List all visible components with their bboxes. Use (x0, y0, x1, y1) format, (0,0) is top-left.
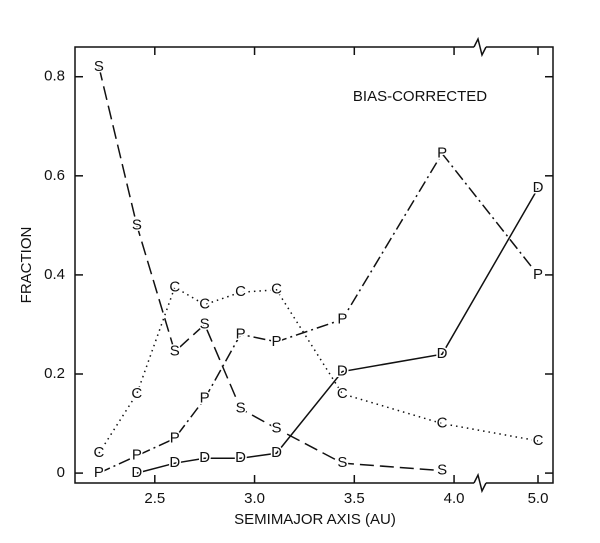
series-line (98, 286, 539, 454)
point-marker: D (169, 454, 180, 471)
point-marker: C (199, 296, 210, 313)
point-marker: D (533, 179, 544, 196)
point-marker: S (271, 419, 281, 436)
annotation: BIAS-CORRECTED (353, 88, 487, 105)
point-marker: D (131, 464, 142, 481)
x-axis-label: SEMIMAJOR AXIS (AU) (234, 511, 396, 528)
point-marker: P (533, 266, 543, 283)
point-marker: C (235, 283, 246, 300)
axis-break (473, 36, 487, 58)
point-marker: S (337, 454, 347, 471)
y-tick-label: 0.8 (44, 68, 65, 85)
point-marker: P (94, 464, 104, 481)
point-marker: D (337, 362, 348, 379)
series-line (136, 187, 539, 474)
y-tick-label: 0.2 (44, 365, 65, 382)
point-marker: S (236, 400, 246, 417)
point-marker: S (170, 343, 180, 360)
point-marker: C (271, 281, 282, 298)
x-tick-label: 2.5 (144, 490, 165, 507)
point-marker: P (337, 310, 347, 327)
series-line (98, 152, 539, 474)
x-tick-label: 5.0 (528, 490, 549, 507)
point-marker: S (200, 315, 210, 332)
y-axis-label: FRACTION (18, 227, 35, 304)
point-marker: C (533, 432, 544, 449)
point-marker: S (132, 216, 142, 233)
point-marker: D (271, 444, 282, 461)
point-marker: P (170, 429, 180, 446)
point-marker: S (437, 462, 447, 479)
x-tick-label: 3.5 (344, 490, 365, 507)
y-tick-label: 0.4 (44, 266, 65, 283)
point-marker: C (437, 415, 448, 432)
point-marker: C (131, 385, 142, 402)
point-marker: D (199, 449, 210, 466)
point-marker: P (271, 333, 281, 350)
x-tick-label: 3.0 (244, 490, 265, 507)
series-line (98, 66, 443, 472)
point-marker: P (200, 390, 210, 407)
y-tick-label: 0 (57, 464, 65, 481)
point-marker: P (236, 325, 246, 342)
point-marker: C (337, 385, 348, 402)
y-tick-label: 0.6 (44, 167, 65, 184)
axis-frame (74, 46, 554, 484)
x-tick-label: 4.0 (444, 490, 465, 507)
axis-break (473, 472, 487, 494)
point-marker: P (437, 144, 447, 161)
point-marker: P (132, 447, 142, 464)
point-marker: C (94, 444, 105, 461)
point-marker: C (169, 278, 180, 295)
point-marker: D (437, 345, 448, 362)
point-marker: D (235, 449, 246, 466)
point-marker: S (94, 58, 104, 75)
